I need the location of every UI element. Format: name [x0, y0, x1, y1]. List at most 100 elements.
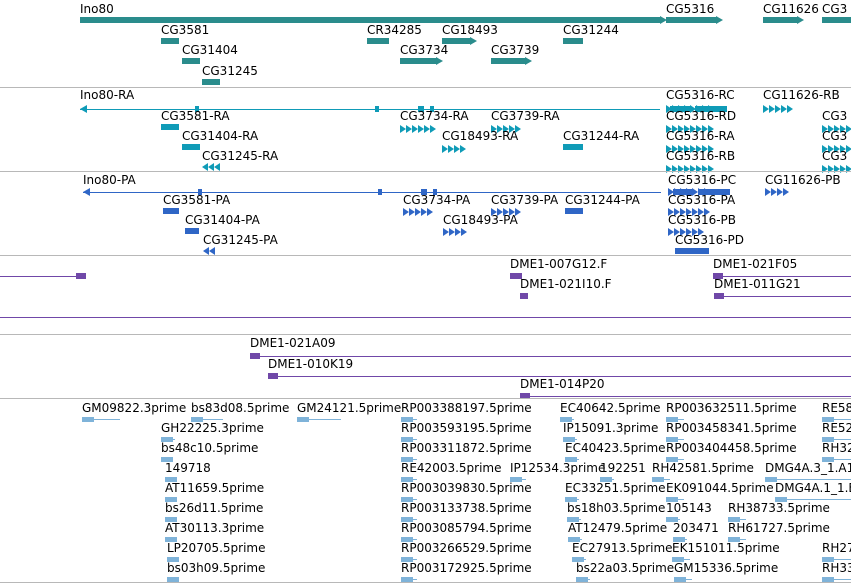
feature-label[interactable]: CG3739 [491, 43, 540, 57]
feature-label[interactable]: CG3734 [400, 43, 449, 57]
feature-label[interactable]: CG18493-PA [443, 213, 518, 227]
feature-label[interactable]: CG31244-PA [565, 193, 640, 207]
feature-label[interactable]: CG5316-PA [668, 193, 736, 207]
feature-label[interactable]: CG31245-PA [203, 233, 278, 247]
feature-label[interactable]: CG18493 [442, 23, 498, 37]
feature-label[interactable]: CG5316-RD [666, 109, 737, 123]
feature-label[interactable]: RH33 [822, 561, 851, 575]
feature-label[interactable]: DME1-010K19 [268, 357, 354, 371]
feature-label[interactable]: EC27913.5prime [572, 541, 673, 555]
feature-label[interactable]: CG3739-RA [491, 109, 560, 123]
feature-label[interactable]: EC33251.5prime [565, 481, 666, 495]
feature-label[interactable]: Ino80-PA [83, 173, 136, 187]
gene-bar[interactable] [182, 58, 200, 64]
feature-label[interactable]: RE42003.5prime [401, 461, 502, 475]
feature-label[interactable]: RH32 [822, 441, 851, 455]
feature-label[interactable]: RP003632511.5prime [666, 401, 797, 415]
feature-label[interactable]: GH22225.3prime [161, 421, 264, 435]
feature-label[interactable]: CG5316 [666, 2, 715, 16]
gene-bar[interactable] [563, 38, 583, 44]
feature-label[interactable]: RP003039830.5prime [401, 481, 532, 495]
feature-label[interactable]: DME1-021I10.F [520, 277, 612, 291]
feature-label[interactable]: Ino80-RA [80, 88, 135, 102]
feature-label[interactable]: CG31245-RA [202, 149, 279, 163]
feature-label[interactable]: RP003311872.5prime [401, 441, 532, 455]
feature-label[interactable]: 105143 [666, 501, 712, 515]
feature-label[interactable]: RP003266529.5prime [401, 541, 532, 555]
feature-label[interactable]: DME1-007G12.F [510, 257, 608, 271]
feature-label[interactable]: AT11659.5prime [165, 481, 265, 495]
feature-label[interactable]: EK091044.5prime [666, 481, 774, 495]
feature-label[interactable]: EK151011.5prime [672, 541, 780, 555]
feature-label[interactable]: DME1-011G21 [714, 277, 801, 291]
feature-label[interactable]: CG5316-RA [666, 129, 735, 143]
feature-label[interactable]: RH61727.5prime [728, 521, 830, 535]
feature-label[interactable]: CG3581-RA [161, 109, 230, 123]
feature-label[interactable]: CR34285 [367, 23, 422, 37]
feature-label[interactable]: CG31245 [202, 64, 258, 78]
feature-label[interactable]: CG5316-RB [666, 149, 736, 163]
feature-label[interactable]: bs48c10.5prime [161, 441, 259, 455]
feature-label[interactable]: CG3 [822, 129, 848, 143]
feature-label[interactable]: CG31244-RA [563, 129, 640, 143]
feature-label[interactable]: DME1-014P20 [520, 377, 605, 391]
feature-label[interactable]: CG3739-PA [491, 193, 559, 207]
gene-bar[interactable] [161, 38, 179, 44]
feature-label[interactable]: GM09822.3prime [82, 401, 187, 415]
feature-label[interactable]: CG31244 [563, 23, 619, 37]
feature-label[interactable]: 203471 [673, 521, 719, 535]
feature-label[interactable]: Ino80 [80, 2, 114, 16]
feature-label[interactable]: LP20705.5prime [167, 541, 266, 555]
feature-label[interactable]: RP003172925.5prime [401, 561, 532, 575]
feature-label[interactable]: CG3581-PA [163, 193, 231, 207]
gene-bar[interactable] [442, 38, 470, 44]
feature-label[interactable]: EC40642.5prime [560, 401, 661, 415]
feature-label[interactable]: CG3 [822, 2, 848, 16]
feature-label[interactable]: 149718 [165, 461, 211, 475]
feature-label[interactable]: CG5316-PD [675, 233, 745, 247]
feature-label[interactable]: RP003458341.5prime [666, 421, 797, 435]
gene-bar[interactable] [822, 17, 851, 23]
feature-label[interactable]: 192251 [600, 461, 646, 475]
feature-label[interactable]: DME1-021A09 [250, 336, 336, 350]
feature-label[interactable]: CG3 [822, 109, 848, 123]
feature-label[interactable]: CG11626-RB [763, 88, 840, 102]
feature-label[interactable]: CG5316-PC [668, 173, 737, 187]
feature-label[interactable]: DMG4A.1_1.B [775, 481, 851, 495]
feature-label[interactable]: CG31404-PA [185, 213, 260, 227]
feature-label[interactable]: CG31404-RA [182, 129, 259, 143]
feature-label[interactable]: CG11626-PB [765, 173, 841, 187]
feature-label[interactable]: bs83d08.5prime [191, 401, 290, 415]
feature-label[interactable]: GM15336.5prime [674, 561, 779, 575]
feature-label[interactable]: bs22a03.5prime [576, 561, 675, 575]
gene-bar[interactable] [367, 38, 389, 44]
feature-label[interactable]: CG3581 [161, 23, 210, 37]
gene-bar[interactable] [666, 17, 716, 23]
feature-label[interactable]: DMG4A.3_1.A1 [765, 461, 851, 475]
feature-label[interactable]: bs18h03.5prime [567, 501, 666, 515]
feature-label[interactable]: RH38733.5prime [728, 501, 830, 515]
feature-label[interactable]: CG3734-PA [403, 193, 471, 207]
feature-label[interactable]: bs03h09.5prime [167, 561, 266, 575]
feature-label[interactable]: IP12534.3prime [510, 461, 606, 475]
feature-label[interactable]: IP15091.3prime [563, 421, 659, 435]
feature-label[interactable]: GM24121.5prime [297, 401, 402, 415]
gene-bar[interactable] [202, 79, 220, 85]
feature-label[interactable]: AT12479.5prime [568, 521, 668, 535]
feature-label[interactable]: CG31404 [182, 43, 238, 57]
feature-label[interactable]: RH27 [822, 541, 851, 555]
feature-label[interactable]: RP003388197.5prime [401, 401, 532, 415]
feature-label[interactable]: EC40423.5prime [565, 441, 666, 455]
feature-label[interactable]: CG11626 [763, 2, 819, 16]
feature-label[interactable]: CG3 [822, 149, 848, 163]
feature-label[interactable]: DME1-021F05 [713, 257, 798, 271]
feature-label[interactable]: RP003404458.5prime [666, 441, 797, 455]
feature-label[interactable]: CG3734-RA [400, 109, 469, 123]
feature-label[interactable]: RE52 [822, 421, 851, 435]
gene-bar[interactable] [80, 17, 660, 23]
gene-bar[interactable] [763, 17, 797, 23]
feature-label[interactable]: CG5316-RC [666, 88, 735, 102]
gene-bar[interactable] [400, 58, 436, 64]
feature-label[interactable]: bs26d11.5prime [165, 501, 264, 515]
